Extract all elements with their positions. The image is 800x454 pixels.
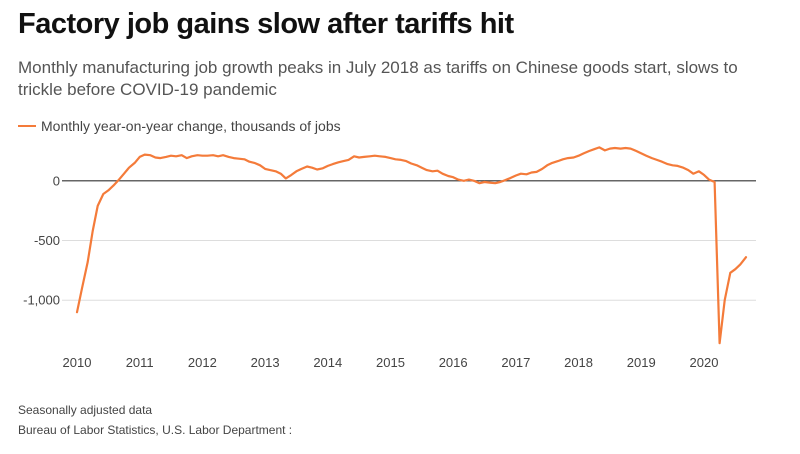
x-tick-label: 2015 [376, 355, 405, 370]
x-tick-label: 2016 [439, 355, 468, 370]
x-tick-label: 2012 [188, 355, 217, 370]
y-tick-label: -500 [34, 233, 60, 248]
x-tick-label: 2020 [690, 355, 719, 370]
x-tick-label: 2010 [63, 355, 92, 370]
series-line [75, 146, 748, 345]
x-tick-label: 2011 [126, 355, 154, 370]
data-note: Seasonally adjusted data [18, 403, 153, 417]
legend: Monthly year-on-year change, thousands o… [18, 118, 341, 134]
y-axis-ticks: 0 -500 -1,000 [23, 173, 60, 307]
series-layer [75, 146, 748, 345]
chart-title: Factory job gains slow after tariffs hit [18, 8, 514, 40]
y-tick-label: -1,000 [23, 293, 60, 308]
x-axis-ticks: 2010 2011 2012 2013 2014 2015 2016 2017 2018 2019… [63, 355, 719, 370]
x-tick-label: 2013 [251, 355, 280, 370]
x-tick-label: 2018 [564, 355, 593, 370]
gridlines [62, 180, 756, 301]
chart-subtitle: Monthly manufacturing job growth peaks i… [18, 58, 738, 99]
source-credit: Bureau of Labor Statistics, U.S. Labor D… [18, 423, 293, 437]
y-tick-label: 0 [53, 173, 60, 188]
x-tick-label: 2017 [501, 355, 530, 370]
x-tick-label: 2019 [627, 355, 656, 370]
legend-label: Monthly year-on-year change, thousands o… [41, 118, 341, 134]
legend-swatch [18, 125, 36, 127]
x-tick-label: 2014 [313, 355, 342, 370]
